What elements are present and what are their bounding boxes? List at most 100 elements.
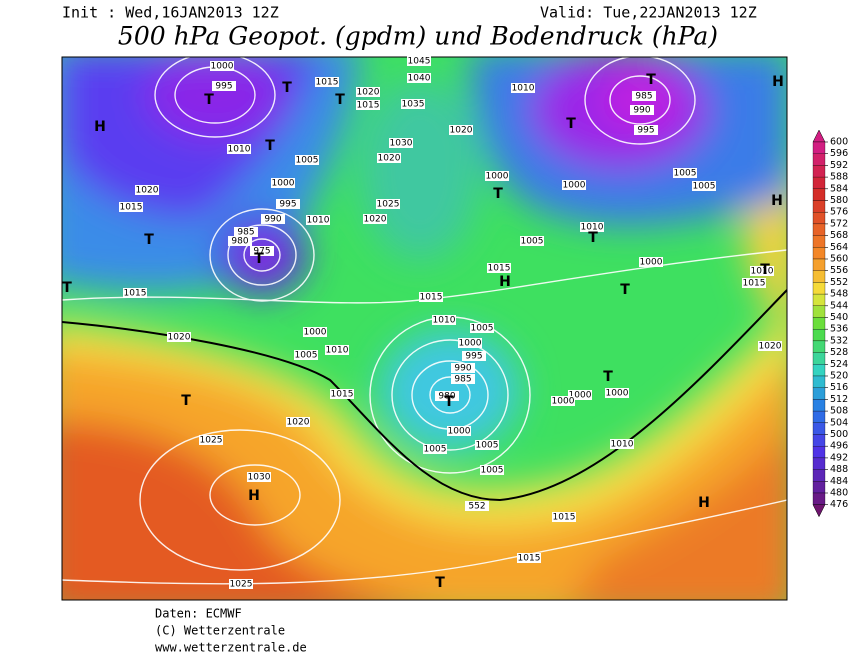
- isobar-label: 1020: [287, 418, 310, 428]
- map-title: 500 hPa Geopot. (gpdm) und Bodendruck (h…: [118, 22, 718, 51]
- isobar-label-box: [639, 257, 663, 267]
- colorbar-label: 532: [830, 335, 848, 346]
- colorbar-swatch: [812, 188, 826, 201]
- isobar-label: 980: [438, 392, 455, 402]
- isobar-label-box: [325, 345, 349, 355]
- colorbar-arrow-bottom: [812, 504, 826, 518]
- isobar-label-box: [363, 214, 387, 224]
- pressure-center: T: [62, 280, 72, 296]
- pressure-center: T: [760, 262, 770, 278]
- isobar-label: 1005: [424, 445, 447, 455]
- isobar-label-box: [692, 181, 716, 191]
- isobar-label-box: [286, 417, 310, 427]
- colorbar-swatch: [812, 364, 826, 377]
- pressure-center: H: [499, 274, 511, 290]
- isobar-label: 995: [465, 352, 482, 362]
- colorbar-label: 560: [830, 254, 848, 265]
- isobar-label-box: [447, 426, 471, 436]
- isobar-label: 985: [454, 375, 471, 385]
- colorbar-label: 484: [830, 476, 848, 487]
- isobar-label-box: [485, 171, 509, 181]
- isobar-label-box: [271, 178, 295, 188]
- colorbar-label: 492: [830, 452, 848, 463]
- isobar-label-box: [562, 180, 586, 190]
- colorbar-label: 596: [830, 148, 848, 159]
- isobar-label-box: [315, 77, 339, 87]
- colorbar-swatch: [812, 375, 826, 388]
- isobar-label: 1005: [295, 351, 318, 361]
- colorbar-swatch: [812, 247, 826, 260]
- isobar-label-box: [123, 288, 147, 298]
- colorbar-label: 572: [830, 218, 848, 229]
- pressure-center: H: [772, 74, 784, 90]
- colorbar-swatch: [812, 165, 826, 178]
- isobar-label-box: [294, 350, 318, 360]
- isobar-label: 1045: [408, 57, 431, 67]
- isobar-label: 995: [637, 126, 654, 136]
- isobar-label: 1020: [364, 215, 387, 225]
- colorbar-swatch: [812, 282, 826, 295]
- colorbar-label: 528: [830, 347, 848, 358]
- colorbar-swatch: [812, 200, 826, 213]
- colorbar-swatch: [812, 141, 826, 154]
- isobar-label: 1005: [521, 237, 544, 247]
- colorbar-swatch: [812, 329, 826, 342]
- isobar-label-box: [451, 363, 475, 373]
- colorbar-swatch: [812, 340, 826, 353]
- isobar-label: 1015: [124, 289, 147, 299]
- isobar-label: 990: [264, 215, 281, 225]
- isobar-label-box: [167, 332, 191, 342]
- colorbar-label: 584: [830, 183, 848, 194]
- isobar-label-box: [470, 323, 494, 333]
- isobar-label: 995: [215, 82, 232, 92]
- pressure-center: T: [603, 369, 613, 385]
- pressure-center: T: [282, 80, 292, 96]
- isobar-label-box: [389, 138, 413, 148]
- isobar-label: 995: [279, 200, 296, 210]
- isobar-label: 985: [237, 228, 254, 238]
- pressure-center: T: [265, 138, 275, 154]
- isobar-label: 1020: [136, 186, 159, 196]
- colorbar-swatch: [812, 317, 826, 330]
- isobar-label: 980: [231, 237, 248, 247]
- colorbar-label: 520: [830, 371, 848, 382]
- isobar-label-box: [247, 472, 271, 482]
- isobar-label-box: [377, 153, 401, 163]
- isobar-label: 1025: [377, 200, 400, 210]
- colorbar-swatch: [812, 176, 826, 189]
- colorbar-swatch: [812, 434, 826, 447]
- isobar-label-box: [423, 444, 447, 454]
- isobar-label-box: [449, 125, 473, 135]
- isobar-label-box: [295, 155, 319, 165]
- isobar-label-box: [303, 327, 327, 337]
- isobar-label: 1015: [488, 264, 511, 274]
- isobar-label: 1020: [378, 154, 401, 164]
- isobar-label-box: [511, 83, 535, 93]
- isobar-label-box: [229, 579, 253, 589]
- isobar-label: 1000: [448, 427, 471, 437]
- colorbar-swatch: [812, 212, 826, 225]
- isobar-label: 1015: [331, 390, 354, 400]
- pressure-center: T: [144, 232, 154, 248]
- isobar-label-box: [487, 263, 511, 273]
- isobar-label: 1015: [316, 78, 339, 88]
- pressure-center: H: [248, 488, 260, 504]
- colorbar-swatch: [812, 235, 826, 248]
- isobar-label-box: [432, 315, 456, 325]
- isobar-label: 1000: [272, 179, 295, 189]
- valid-time: Valid: Tue,22JAN2013 12Z: [540, 4, 757, 22]
- isobar-label-box: [407, 73, 431, 83]
- colorbar-label: 600: [830, 137, 848, 148]
- isobar-label-box: [199, 435, 223, 445]
- isobar-label: 1015: [553, 513, 576, 523]
- init-time: Init : Wed,16JAN2013 12Z: [62, 4, 279, 22]
- isobar-label-box: [517, 553, 541, 563]
- isobar-label-box: [212, 81, 236, 91]
- isobar-label: 985: [635, 92, 652, 102]
- isobar-label: 1010: [228, 145, 251, 155]
- pressure-center: H: [698, 495, 710, 511]
- isobar-label: 1015: [120, 203, 143, 213]
- colorbar-swatch: [812, 446, 826, 459]
- colorbar-label: 504: [830, 417, 848, 428]
